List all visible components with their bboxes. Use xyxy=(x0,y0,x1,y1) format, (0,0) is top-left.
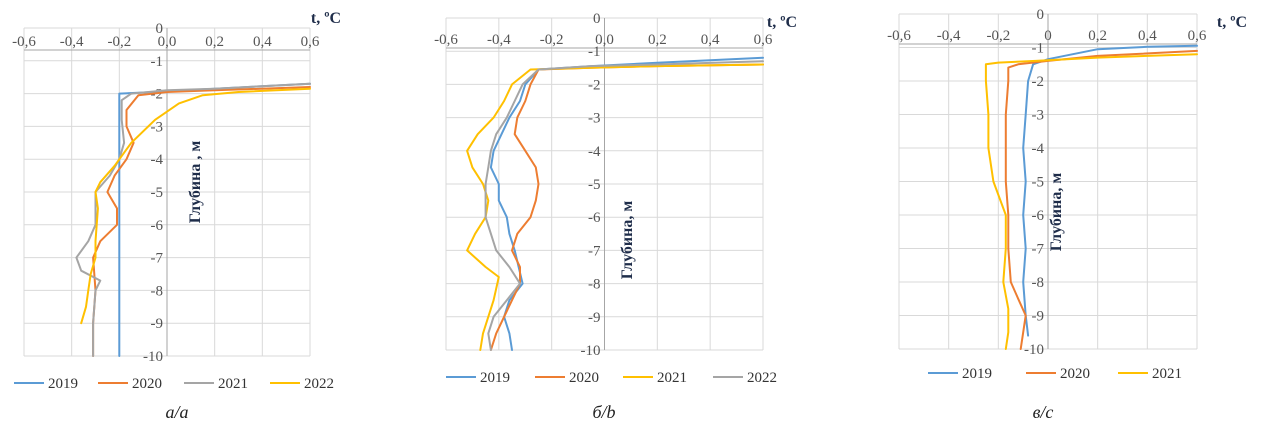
y-tick-label: -4 xyxy=(151,152,164,168)
y-tick-label: -5 xyxy=(1032,175,1045,191)
y-tick-label: -6 xyxy=(1032,208,1045,224)
x-tick-label: -0,6 xyxy=(434,32,458,48)
x-axis-title: t, ºC xyxy=(311,10,341,27)
y-tick-label: 0 xyxy=(156,21,164,37)
x-tick-label: -0,6 xyxy=(887,28,911,44)
legend-label-2021: 2021 xyxy=(218,376,248,392)
x-tick-label: -0,4 xyxy=(60,34,84,50)
series-line-2020 xyxy=(489,63,764,351)
x-tick-label: 0,2 xyxy=(1088,28,1107,44)
legend-label-2020: 2020 xyxy=(1060,366,1090,382)
y-tick-label: -10 xyxy=(143,349,163,365)
x-tick-label: 0,2 xyxy=(205,34,224,50)
x-tick-label: -0,2 xyxy=(986,28,1010,44)
series-line-2021 xyxy=(75,82,311,357)
panel-a: -0,6 -0,4 -0,2 0,0 0,2 0,4 0,60-1-2-3-4-5-6-7-… xyxy=(12,10,341,422)
y-tick-label: -4 xyxy=(588,144,601,160)
y-tick-label: -5 xyxy=(151,185,164,201)
y-tick-label: -7 xyxy=(1032,242,1045,258)
series-line-2019 xyxy=(1022,44,1198,337)
y-tick-label: -9 xyxy=(588,310,601,326)
y-tick-label: -4 xyxy=(1032,141,1045,157)
x-axis-title: t, ºC xyxy=(1217,14,1247,31)
y-tick-label: -5 xyxy=(588,177,601,193)
y-tick-label: -3 xyxy=(1032,108,1045,124)
legend-label-2020: 2020 xyxy=(132,376,162,392)
y-tick-label: 0 xyxy=(1037,7,1045,23)
y-tick-label: -2 xyxy=(1032,74,1045,90)
y-tick-label: -10 xyxy=(581,343,601,359)
y-tick-label: -3 xyxy=(588,111,601,127)
y-tick-label: -8 xyxy=(151,283,164,299)
legend-label-2020: 2020 xyxy=(569,370,599,386)
y-tick-label: -7 xyxy=(588,243,601,259)
x-tick-label: -0,2 xyxy=(107,34,131,50)
x-tick-label: -0,6 xyxy=(12,34,36,50)
panel-caption: б/b xyxy=(592,402,615,422)
panel-b: -0,6 -0,4 -0,2 0,0 0,2 0,4 0,6 0 -1 -2 -3 -4 -5 -6 -7 -… xyxy=(434,11,797,422)
y-tick-label: -8 xyxy=(588,277,601,293)
legend-label-2019: 2019 xyxy=(480,370,510,386)
y-tick-label: 0 xyxy=(593,11,601,27)
legend-label-2019: 2019 xyxy=(48,376,78,392)
legend-label-2019: 2019 xyxy=(962,366,992,382)
series-line-2020 xyxy=(92,86,311,357)
y-axis-title: Глубина, м xyxy=(1048,173,1065,252)
series-line-2022 xyxy=(484,60,764,351)
x-tick-label: 0,6 xyxy=(301,34,320,50)
series-line-2022 xyxy=(80,87,311,325)
panel-caption: в/c xyxy=(1033,402,1054,422)
x-tick-label: 0,0 xyxy=(158,34,177,50)
panel-caption: а/a xyxy=(165,402,188,422)
x-tick-label: 0,0 xyxy=(595,32,614,48)
x-tick-label: 0,6 xyxy=(754,32,773,48)
y-tick-label: -6 xyxy=(588,210,601,226)
y-tick-label: -6 xyxy=(151,218,164,234)
x-tick-label: 0,4 xyxy=(701,32,720,48)
y-tick-label: -7 xyxy=(151,251,164,267)
y-axis-title: Глубина , м xyxy=(187,141,204,224)
x-tick-label: 0 xyxy=(1044,28,1052,44)
y-tick-label: -10 xyxy=(1024,342,1044,358)
x-tick-label: 0,6 xyxy=(1188,28,1207,44)
panel-c: -0,6 -0,4 -0,2 0 0,2 0,4 0,60-1-2-3-4-5-6-7-8-… xyxy=(887,7,1247,422)
x-tick-label: -0,4 xyxy=(937,28,961,44)
y-tick-label: -1 xyxy=(588,44,601,60)
series-line-2020 xyxy=(1004,49,1198,350)
legend-label-2021: 2021 xyxy=(1152,366,1182,382)
x-tick-label: -0,4 xyxy=(487,32,511,48)
series-line-2021 xyxy=(984,53,1198,350)
legend-label-2021: 2021 xyxy=(657,370,687,386)
legend-label-2022: 2022 xyxy=(747,370,777,386)
y-tick-label: -2 xyxy=(588,77,601,93)
y-tick-label: -3 xyxy=(151,119,164,135)
y-tick-label: -8 xyxy=(1032,275,1045,291)
y-tick-label: -1 xyxy=(151,54,164,70)
y-axis-title: Глубина, м xyxy=(619,201,636,280)
x-tick-label: -0,2 xyxy=(540,32,564,48)
series-line-2021 xyxy=(466,63,764,351)
legend-label-2022: 2022 xyxy=(304,376,334,392)
y-tick-label: -9 xyxy=(1032,309,1045,325)
x-axis-title: t, ºC xyxy=(767,14,797,31)
x-tick-label: 0,4 xyxy=(253,34,272,50)
y-tick-label: -9 xyxy=(151,316,164,332)
x-tick-label: 0,4 xyxy=(1138,28,1157,44)
x-tick-label: 0,2 xyxy=(648,32,667,48)
y-tick-label: -1 xyxy=(1032,41,1045,57)
